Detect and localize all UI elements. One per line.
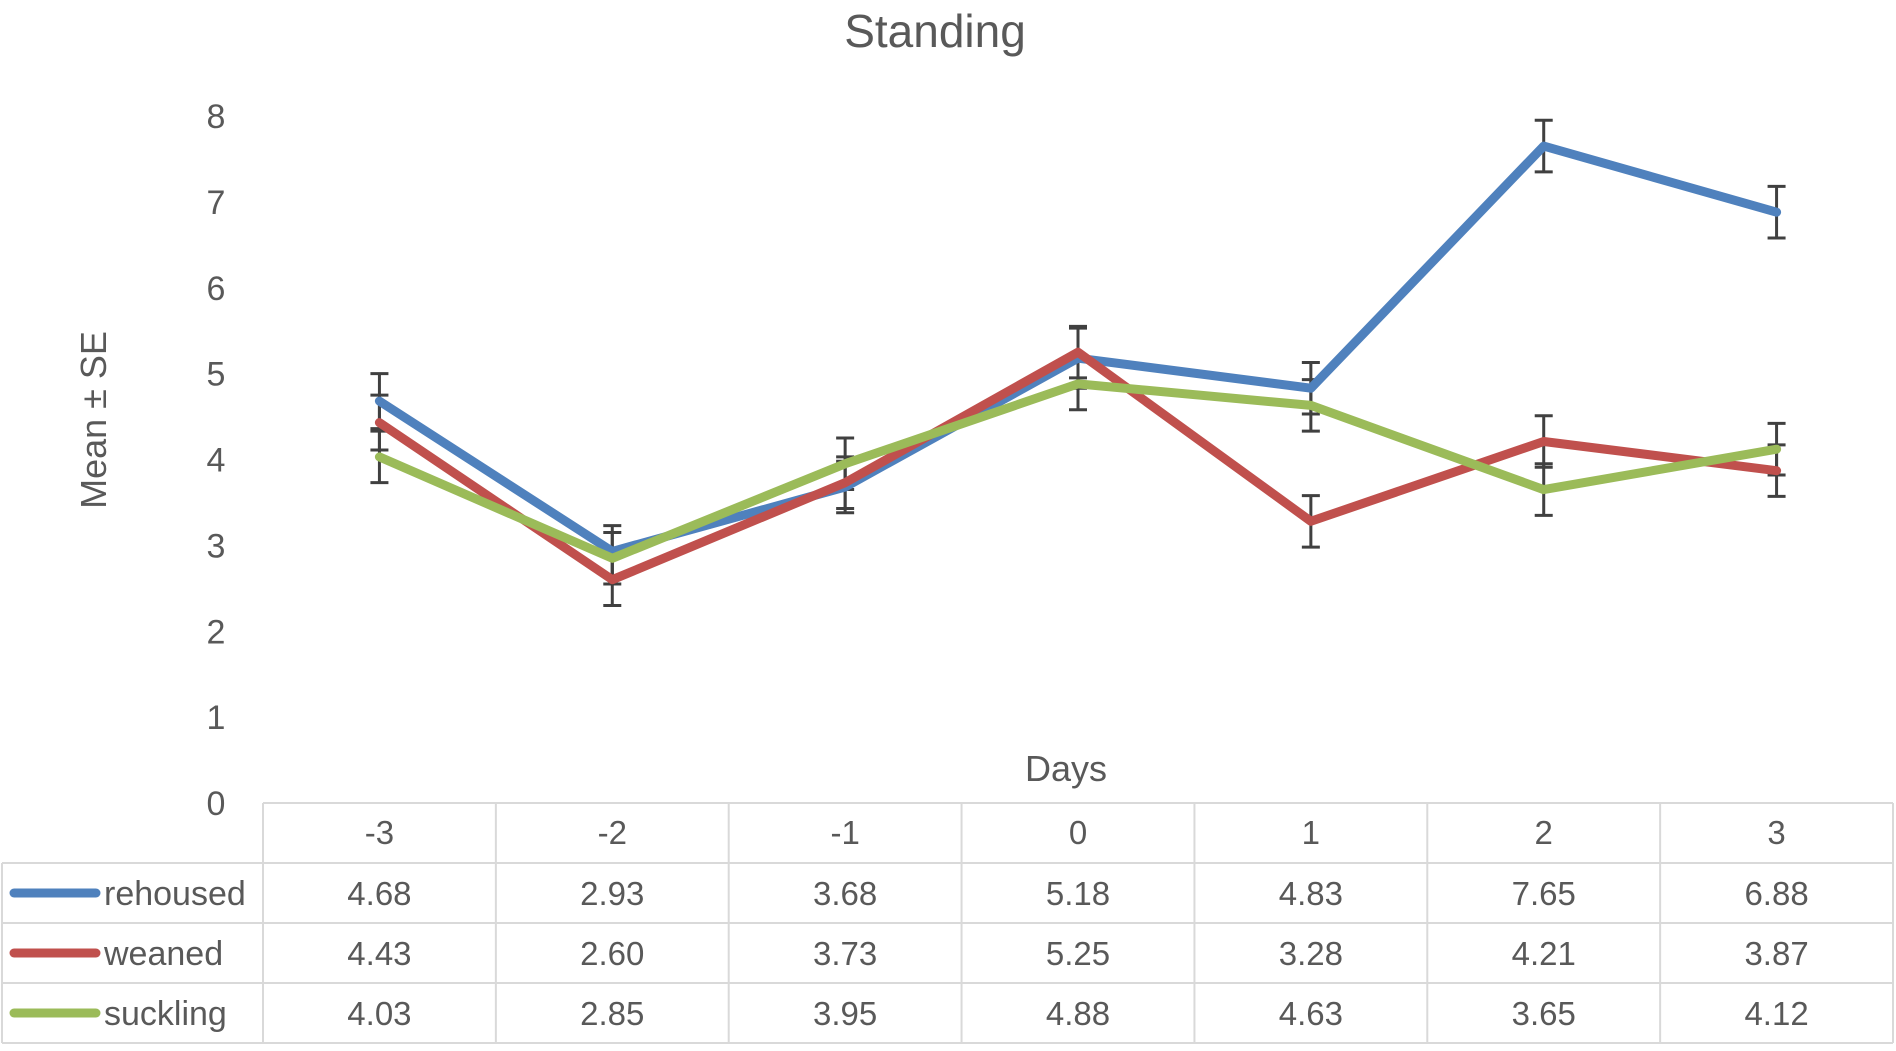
data-label: 6.88 bbox=[1744, 875, 1808, 912]
data-label: 3.95 bbox=[813, 995, 877, 1032]
data-label: 5.25 bbox=[1046, 935, 1110, 972]
x-tick-label: -2 bbox=[598, 814, 627, 851]
series-line-rehoused bbox=[374, 141, 1782, 556]
y-tick-label: 0 bbox=[207, 785, 226, 823]
data-label: 4.83 bbox=[1279, 875, 1343, 912]
x-tick-label: 2 bbox=[1535, 814, 1553, 851]
x-tick-label: -3 bbox=[365, 814, 394, 851]
data-label: 4.63 bbox=[1279, 995, 1343, 1032]
y-tick-label: 3 bbox=[207, 527, 226, 565]
series-line-suckling bbox=[374, 379, 1782, 563]
data-label: 3.65 bbox=[1512, 995, 1576, 1032]
data-label: 4.68 bbox=[347, 875, 411, 912]
y-tick-label: 2 bbox=[207, 613, 226, 651]
data-label: 5.18 bbox=[1046, 875, 1110, 912]
y-axis-label: Mean ± SE bbox=[73, 331, 114, 509]
y-tick-label: 4 bbox=[207, 442, 226, 480]
legend-label-suckling: suckling bbox=[104, 995, 227, 1033]
data-label: 4.03 bbox=[347, 995, 411, 1032]
data-label: 2.60 bbox=[580, 935, 644, 972]
y-tick-label: 6 bbox=[207, 270, 226, 308]
data-label: 3.68 bbox=[813, 875, 877, 912]
series-line-weaned bbox=[374, 347, 1782, 585]
data-label: 7.65 bbox=[1512, 875, 1576, 912]
data-label: 4.12 bbox=[1744, 995, 1808, 1032]
x-tick-label: 3 bbox=[1767, 814, 1785, 851]
series-lines bbox=[374, 141, 1782, 585]
y-tick-label: 7 bbox=[207, 184, 226, 222]
data-label: 3.87 bbox=[1744, 935, 1808, 972]
y-axis-ticks: 0 1 2 3 4 5 6 7 8 bbox=[207, 98, 226, 823]
x-tick-label: 0 bbox=[1069, 814, 1087, 851]
y-tick-label: 8 bbox=[207, 98, 226, 136]
x-axis-label: Days bbox=[1025, 748, 1107, 789]
legend-label-rehoused: rehoused bbox=[104, 875, 246, 913]
data-label: 4.43 bbox=[347, 935, 411, 972]
data-label: 2.93 bbox=[580, 875, 644, 912]
data-label: 3.73 bbox=[813, 935, 877, 972]
y-tick-label: 1 bbox=[207, 699, 226, 737]
data-label: 4.21 bbox=[1512, 935, 1576, 972]
chart-title: Standing bbox=[844, 5, 1026, 57]
data-table: -3 -2 -1 0 1 2 3 rehoused 4.68 2.93 3.68 5.18 4.83 7.… bbox=[1, 802, 1894, 1044]
x-tick-label: 1 bbox=[1302, 814, 1320, 851]
data-label: 4.88 bbox=[1046, 995, 1110, 1032]
data-label: 2.85 bbox=[580, 995, 644, 1032]
data-label: 3.28 bbox=[1279, 935, 1343, 972]
legend-label-weaned: weaned bbox=[103, 935, 223, 973]
y-tick-label: 5 bbox=[207, 356, 226, 394]
x-tick-label: -1 bbox=[830, 814, 859, 851]
